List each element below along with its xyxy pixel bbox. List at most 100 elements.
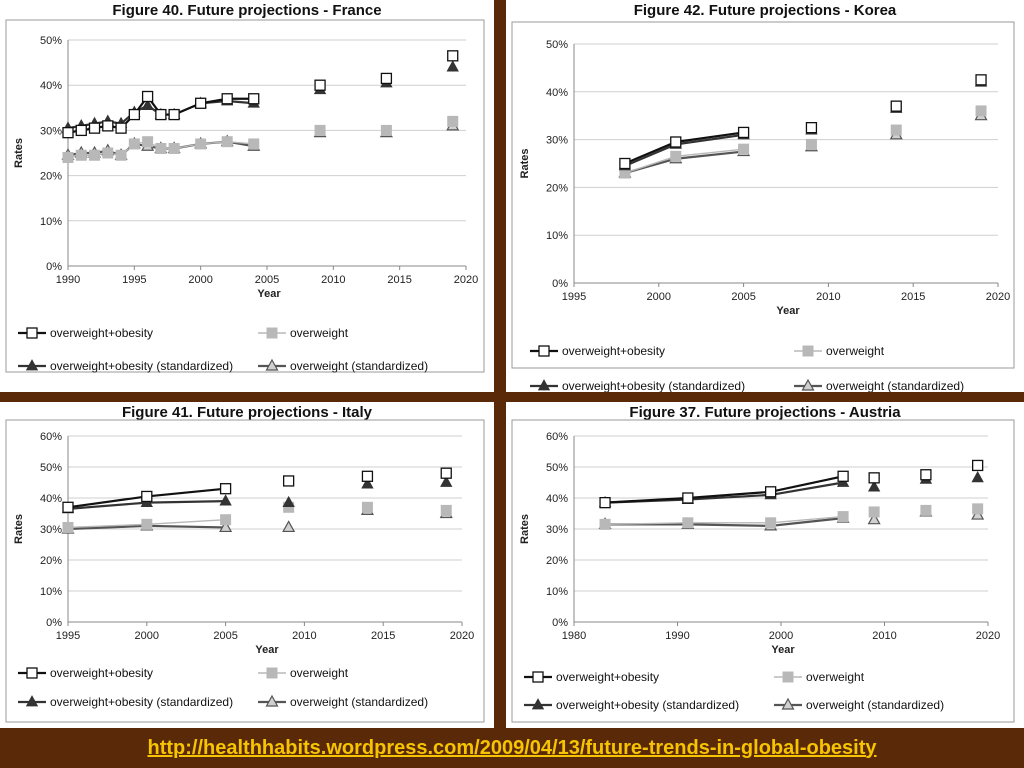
- data-point-ow-ob: [141, 90, 154, 103]
- legend-item-ow-ob: overweight+obesity: [524, 670, 659, 684]
- data-point-ow-std: [219, 520, 233, 533]
- data-point-ow: [599, 518, 611, 530]
- x-tick-label: 1995: [122, 274, 146, 286]
- data-point-ow-ob-projection: [890, 100, 902, 112]
- x-axis-label: Year: [255, 644, 279, 656]
- chart-title: Figure 42. Future projections - Korea: [633, 2, 897, 19]
- legend-label: overweight (standardized): [826, 379, 964, 392]
- data-point-ow: [738, 143, 750, 155]
- x-tick-label: 2020: [976, 630, 1000, 642]
- legend-label: overweight+obesity: [556, 670, 659, 684]
- legend-label: overweight+obesity: [50, 666, 153, 680]
- data-point-ow-legend: [802, 345, 814, 357]
- data-point-ow: [195, 138, 207, 150]
- data-point-ow: [619, 167, 631, 179]
- data-point-ow-std-projection: [282, 520, 296, 533]
- legend-label: overweight+obesity (standardized): [556, 698, 739, 712]
- x-axis-label: Year: [776, 305, 800, 317]
- data-point-ow-ob-projection: [971, 459, 984, 472]
- data-point-ow-ob: [75, 124, 87, 137]
- data-point-ow-ob-std: [141, 98, 154, 110]
- chart-korea: 0% 10% 20% 30% 40% 50% 1995 2000 2005 2010 2015 202…: [511, 21, 1015, 392]
- y-tick-label: 10%: [546, 586, 568, 598]
- chart-italy: 0% 10% 20% 30% 40% 50% 60% 1995 2000 2005 2010 2015…: [5, 419, 485, 723]
- legend-label: overweight (standardized): [290, 359, 428, 373]
- chart-frame: [5, 419, 485, 723]
- data-point-ow-ob: [195, 97, 207, 109]
- x-tick-label: 2015: [901, 291, 925, 303]
- data-point-ow: [765, 517, 777, 529]
- data-point-ow-legend: [266, 667, 278, 679]
- x-tick-label: 2000: [135, 630, 159, 642]
- data-point-ow-ob-std-projection: [440, 475, 453, 487]
- source-link[interactable]: http://healthhabits.wordpress.com/2009/0…: [147, 736, 877, 759]
- data-point-ow-projection: [314, 124, 326, 136]
- series-line-ow-std: [605, 517, 844, 528]
- data-point-ow-projection: [380, 124, 392, 136]
- data-point-ow-legend: [782, 671, 794, 683]
- y-tick-label: 50%: [40, 462, 62, 474]
- x-tick-label: 1990: [665, 630, 689, 642]
- x-axis-label: Year: [257, 288, 281, 300]
- data-point-ow-ob-std-projection: [282, 495, 295, 508]
- x-tick-label: 2020: [986, 291, 1010, 303]
- data-point-ow-projection: [361, 501, 373, 513]
- chart-frame: [511, 21, 1015, 369]
- legend-item-ow-ob: overweight+obesity: [18, 666, 153, 680]
- x-axis-label: Year: [771, 644, 795, 656]
- data-point-ow-ob: [670, 136, 682, 148]
- legend-label: overweight+obesity: [50, 326, 153, 340]
- x-tick-label: 2020: [454, 274, 478, 286]
- y-axis-label: Rates: [13, 514, 25, 544]
- data-point-ow-ob: [682, 492, 694, 504]
- data-point-ow-std-projection: [867, 512, 881, 525]
- y-tick-label: 50%: [40, 35, 62, 47]
- y-tick-label: 30%: [546, 524, 568, 536]
- data-point-ow-ob-std-projection: [361, 477, 374, 489]
- data-point-ow-ob-projection: [314, 79, 326, 91]
- legend-item-ow: overweight: [774, 670, 865, 684]
- data-point-ow-projection: [440, 504, 452, 516]
- chart-panel-austria: Figure 37. Future projections - Austria …: [506, 402, 1024, 728]
- data-point-ow-ob: [62, 501, 74, 513]
- y-tick-label: 30%: [40, 524, 62, 536]
- data-point-ow-ob-projection: [975, 74, 987, 86]
- y-tick-label: 50%: [546, 39, 568, 51]
- x-tick-label: 2000: [188, 274, 212, 286]
- series-line-ow: [605, 515, 844, 526]
- legend-label: overweight: [290, 666, 349, 680]
- data-point-ow-ob: [737, 126, 750, 139]
- y-tick-label: 40%: [546, 87, 568, 99]
- data-point-ow-ob: [619, 157, 631, 170]
- data-point-ow: [89, 149, 101, 161]
- y-axis-label: Rates: [13, 138, 25, 168]
- data-point-ow-ob-std-legend: [537, 379, 551, 391]
- y-tick-label: 0%: [46, 261, 62, 273]
- data-point-ow-std-legend: [265, 694, 279, 707]
- x-tick-label: 2010: [292, 630, 316, 642]
- data-point-ow-ob-projection: [440, 467, 452, 479]
- data-point-ow-ob-projection: [920, 469, 932, 481]
- chart-panel-france: Figure 40. Future projections - France 0…: [0, 0, 494, 392]
- y-axis-label: Rates: [519, 514, 531, 544]
- y-axis-label: Rates: [519, 149, 531, 179]
- legend-label: overweight+obesity (standardized): [50, 359, 233, 373]
- y-tick-label: 60%: [546, 431, 568, 443]
- data-point-ow-ob: [115, 122, 127, 134]
- data-point-ow: [837, 511, 849, 523]
- data-point-ow: [155, 142, 167, 154]
- chart-austria: 0% 10% 20% 30% 40% 50% 60% 1980 1990 2000 2010 2020…: [511, 419, 1015, 723]
- x-tick-label: 2010: [321, 274, 345, 286]
- y-tick-label: 20%: [546, 555, 568, 567]
- x-tick-label: 1990: [56, 274, 80, 286]
- y-tick-label: 0%: [552, 278, 568, 290]
- y-tick-label: 30%: [546, 135, 568, 147]
- legend-item-ow: overweight: [258, 326, 349, 340]
- data-point-ow: [670, 150, 682, 162]
- x-tick-label: 2015: [387, 274, 411, 286]
- legend-label: overweight+obesity (standardized): [50, 695, 233, 709]
- data-point-ow-ob-projection: [447, 50, 459, 62]
- chart-title: Figure 41. Future projections - Italy: [121, 404, 373, 421]
- legend-label: overweight+obesity (standardized): [562, 379, 745, 392]
- data-point-ow: [115, 149, 127, 161]
